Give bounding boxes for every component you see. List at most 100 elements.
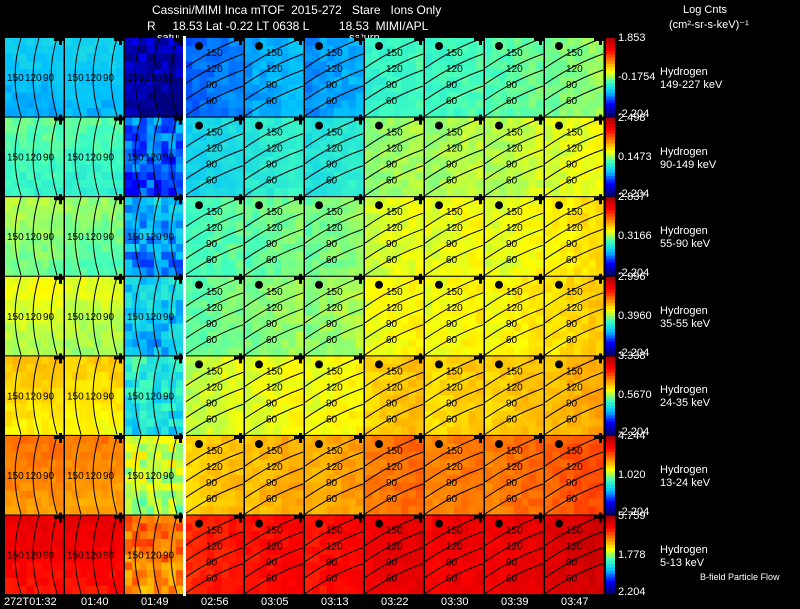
- contour-label: 150: [7, 312, 24, 323]
- contour-label: 60: [446, 574, 458, 585]
- contour-label: 120: [326, 303, 343, 314]
- bfield-label: B-field Particle Flow: [700, 572, 780, 582]
- contour-label: 150: [506, 287, 523, 298]
- contour-label: 120: [206, 542, 223, 553]
- contour-label: 150: [446, 128, 463, 139]
- units-title: Log Cnts: [683, 4, 728, 16]
- panel-r4-c1: 150 120 90: [65, 353, 127, 435]
- contour-label: 120: [446, 223, 463, 234]
- contour-label: 150: [206, 128, 223, 139]
- contour-label: 90: [266, 160, 278, 171]
- colorbar-r2: [606, 197, 615, 276]
- contour-label: 60: [506, 574, 518, 585]
- contour-label: 150: [506, 526, 523, 537]
- contour-label: 150: [206, 526, 223, 537]
- contour-label: 60: [506, 494, 518, 505]
- colorbar-max: 2.498: [618, 111, 646, 124]
- contour-label: 90: [386, 239, 398, 250]
- contour-label: 150: [446, 366, 463, 377]
- contour-label: 150: [386, 207, 403, 218]
- contour-label: 90: [103, 153, 115, 164]
- contour-label: 150: [67, 391, 84, 402]
- panel-r4-c6: 150 120 90 60: [364, 353, 427, 435]
- contour-label: 150: [127, 551, 144, 562]
- contour-label: 60: [266, 335, 278, 346]
- contour-label: 150: [386, 287, 403, 298]
- species-label: Hydrogen: [660, 464, 708, 476]
- contour-label: 150: [506, 128, 523, 139]
- energy-label: 90-149 keV: [660, 158, 717, 171]
- contour-label: 150: [326, 207, 343, 218]
- contour-label: 60: [386, 96, 398, 107]
- colorbar-mid: 0.5670: [618, 389, 652, 402]
- panel-r6-c0: 150 120 90: [5, 512, 67, 595]
- contour-label: 90: [103, 232, 115, 243]
- contour-label: 60: [206, 176, 218, 187]
- panel-r6-c6: 150 120 90 60: [364, 512, 427, 595]
- page-title: Cassini/MIMI Inca mTOF 2015-272 Stare Io…: [152, 3, 442, 17]
- colorbar-r0: [606, 38, 615, 117]
- contour-label: 150: [67, 312, 84, 323]
- contour-label: 60: [206, 96, 218, 107]
- colorbar-mid: 0.3166: [618, 230, 652, 243]
- panel-r0-c0: 150 120 90: [5, 35, 67, 117]
- contour-label: 120: [566, 64, 583, 75]
- contour-label: 90: [163, 471, 175, 482]
- contour-label: 150: [7, 551, 24, 562]
- colorbar-min: -2.204: [618, 346, 650, 359]
- contour-label: 60: [386, 494, 398, 505]
- contour-label: 90: [326, 319, 338, 330]
- colorbar-max: 2.837: [618, 191, 646, 204]
- energy-label: 24-35 keV: [660, 397, 711, 410]
- contour-label: 150: [506, 48, 523, 59]
- time-label: 03:22: [381, 596, 409, 608]
- panel-r0-c3: 150 120 90 60: [184, 35, 247, 117]
- time-label: 03:13: [321, 596, 349, 608]
- panel-r4-c4: 150 120 90 60: [244, 353, 307, 435]
- contour-label: 150: [326, 287, 343, 298]
- panel-r1-c2: 150 120 90: [125, 114, 187, 197]
- contour-label: 90: [446, 319, 458, 330]
- contour-label: 150: [127, 232, 144, 243]
- contour-label: 120: [25, 232, 42, 243]
- contour-label: 60: [266, 414, 278, 425]
- panel-r6-c5: 150 120 90 60: [304, 512, 367, 595]
- contour-label: 120: [566, 303, 583, 314]
- contour-label: 150: [386, 446, 403, 457]
- contour-label: 120: [145, 391, 162, 402]
- contour-label: 60: [266, 176, 278, 187]
- contour-label: 90: [446, 558, 458, 569]
- contour-label: 120: [566, 462, 583, 473]
- contour-label: 90: [43, 73, 55, 84]
- contour-label: 90: [43, 312, 55, 323]
- time-label: 03:05: [261, 596, 289, 608]
- contour-label: 150: [266, 207, 283, 218]
- contour-label: 120: [85, 232, 102, 243]
- contour-label: 90: [566, 478, 578, 489]
- contour-label: 150: [566, 48, 583, 59]
- contour-label: 150: [67, 153, 84, 164]
- contour-label: 90: [206, 558, 218, 569]
- species-label: Hydrogen: [660, 384, 708, 397]
- panel-r5-c5: 150 120 90 60: [304, 433, 367, 515]
- contour-label: 150: [566, 366, 583, 377]
- colorbar-max: 2.996: [618, 270, 646, 283]
- contour-label: 90: [103, 551, 115, 562]
- contour-label: 90: [446, 398, 458, 409]
- contour-label: 90: [103, 73, 115, 84]
- contour-label: 150: [266, 48, 283, 59]
- contour-label: 120: [145, 471, 162, 482]
- colorbar-mid: 1.778: [618, 548, 646, 561]
- contour-label: 120: [446, 542, 463, 553]
- colorbar-min: -2.204: [618, 506, 650, 518]
- units-line: (cm²-sr-s-keV)⁻¹: [669, 19, 749, 31]
- contour-label: 90: [566, 319, 578, 330]
- contour-label: 150: [446, 48, 463, 59]
- contour-label: 60: [266, 494, 278, 505]
- contour-label: 90: [163, 391, 175, 402]
- contour-label: 90: [506, 478, 518, 489]
- contour-label: 150: [206, 48, 223, 59]
- contour-label: 120: [25, 73, 42, 84]
- contour-label: 90: [266, 398, 278, 409]
- panel-r6-c9: 150 120 90 60: [544, 512, 607, 595]
